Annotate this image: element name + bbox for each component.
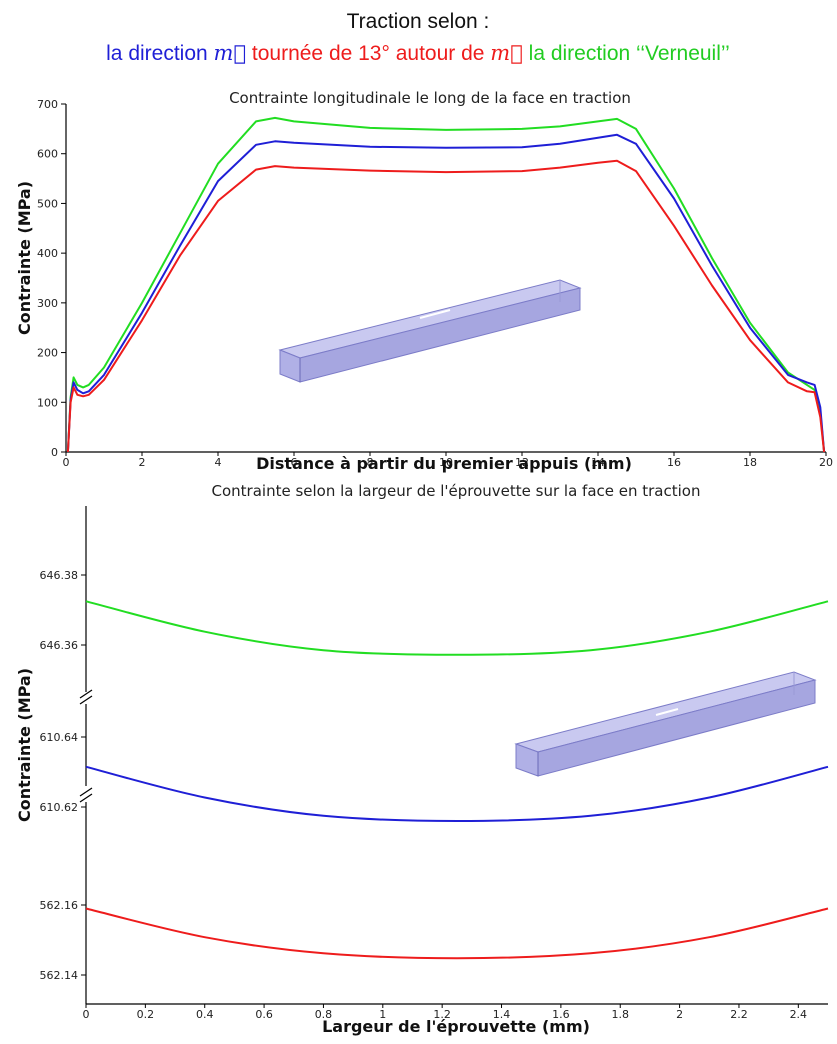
legend-entry-1: tournée de 13° autour de [246,42,490,65]
header-title: Traction selon : [347,10,490,33]
chart1-xtick-label: 0 [63,456,70,469]
vector-m-symbol: m⃗ [214,41,247,65]
chart2-xtick-label: 0.6 [255,1008,273,1021]
chart1-xtick-label: 18 [743,456,757,469]
specimen-bar-icon-2 [514,671,817,777]
chart1-series-blue [66,133,826,453]
chart2-axes: 0 0.2 0.4 0.6 0.8 1 1.2 1.4 1.6 1.8 2 2.2 2.4 646.36 6… [40,506,828,1021]
chart2-xtick-label: 1.2 [433,1008,451,1021]
chart1-xtick-label: 4 [215,456,222,469]
chart1-xlabel: Distance à partir du premier appuis (mm) [256,454,632,473]
chart2-xtick-label: 1.6 [552,1008,570,1021]
chart2-xtick-label: 1.4 [493,1008,511,1021]
chart-width: Contrainte selon la largeur de l'éprouve… [15,482,829,1036]
chart1-xtick-label: 16 [667,456,681,469]
chart2-xtick-label: 2 [676,1008,683,1021]
specimen-bar-icon [278,279,582,383]
chart2-xtick-label: 1.8 [611,1008,629,1021]
chart1-ytick-label: 200 [37,347,58,360]
chart1-xtick-label: 6 [291,456,298,469]
chart2-ytick-label: 562.14 [40,969,79,982]
legend-entry-0: la direction [106,42,213,65]
chart1-xtick-label: 10 [439,456,453,469]
chart2-ytick-label: 646.36 [40,639,79,652]
chart1-axes: 0 100 200 300 400 500 600 700 0 2 4 6 8 10 12 14 16 18 20 [37,98,833,469]
axis-break-mark [79,787,93,797]
chart1-xtick-label: 12 [515,456,529,469]
axis-break-mark [79,793,93,803]
chart1-ytick-label: 300 [37,297,58,310]
chart1-ytick-label: 0 [51,446,58,459]
chart2-series-blue [85,765,829,823]
chart2-series-red [85,907,829,960]
svg-text:la direction m⃗ tournée de 13°: la direction m⃗ tournée de 13° autour de… [106,41,730,65]
chart2-xtick-label: 0 [83,1008,90,1021]
chart2-ytick-label: 646.38 [40,569,79,582]
chart1-xtick-label: 14 [591,456,605,469]
chart2-xtick-label: 1 [379,1008,386,1021]
chart2-xtick-label: 2.2 [730,1008,748,1021]
chart2-ytick-label: 562.16 [40,899,79,912]
chart2-xtick-label: 2.4 [790,1008,808,1021]
chart1-series-red [66,159,826,453]
chart1-ytick-label: 700 [37,98,58,111]
chart1-xtick-label: 2 [139,456,146,469]
chart2-title: Contrainte selon la largeur de l'éprouve… [212,482,701,500]
chart1-xtick-label: 8 [367,456,374,469]
chart1-ytick-label: 500 [37,197,58,210]
chart2-xlabel: Largeur de l'éprouvette (mm) [322,1017,590,1036]
chart1-ytick-label: 400 [37,247,58,260]
chart1-ytick-label: 100 [37,396,58,409]
axis-break-mark [79,695,93,705]
chart2-series [85,600,829,960]
chart2-xtick-label: 0.2 [137,1008,155,1021]
chart1-title: Contrainte longitudinale le long de la f… [229,89,631,107]
chart1-ytick-label: 600 [37,148,58,161]
chart1-series [66,116,826,453]
axis-break-mark [79,689,93,699]
chart2-xtick-label: 0.8 [315,1008,333,1021]
chart1-ylabel: Contrainte (MPa) [15,181,34,335]
chart1-xtick-label: 20 [819,456,833,469]
chart2-series-green [85,600,829,656]
legend-entry-2: la direction ‘‘Verneuil’’ [523,42,730,65]
chart2-ylabel: Contrainte (MPa) [15,668,34,822]
chart2-xtick-label: 0.4 [196,1008,214,1021]
header-legend: la direction m⃗ tournée de 13° autour de… [106,41,730,65]
chart2-ytick-label: 610.62 [40,801,79,814]
vector-m-symbol: m⃗ [490,41,523,65]
chart1-series-green [66,116,826,453]
chart-longitudinal: Contrainte longitudinale le long de la f… [15,89,833,473]
chart2-ytick-label: 610.64 [40,731,79,744]
